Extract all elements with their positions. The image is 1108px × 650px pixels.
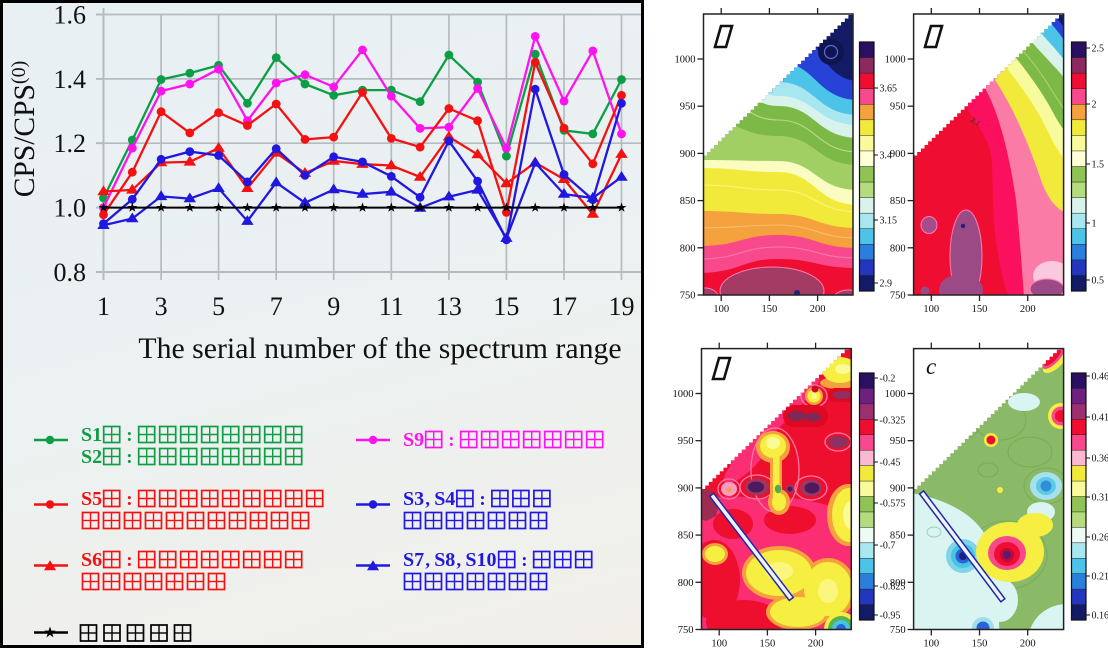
svg-text:2.9: 2.9 xyxy=(880,279,893,290)
svg-text:150: 150 xyxy=(972,304,988,315)
svg-text::: : xyxy=(479,489,485,510)
svg-text:100: 100 xyxy=(923,304,939,315)
svg-text:850: 850 xyxy=(890,196,906,207)
svg-text:0.16: 0.16 xyxy=(1092,611,1108,622)
svg-text:0.21: 0.21 xyxy=(1092,572,1108,583)
svg-text:S6: S6 xyxy=(81,549,102,571)
svg-text:c: c xyxy=(926,354,936,379)
svg-text:1000: 1000 xyxy=(885,55,906,66)
svg-text:0.8: 0.8 xyxy=(54,258,87,287)
svg-text:850: 850 xyxy=(890,531,906,542)
svg-text:750: 750 xyxy=(680,291,696,302)
svg-text:150: 150 xyxy=(972,639,988,650)
svg-text:950: 950 xyxy=(678,436,694,447)
svg-text:200: 200 xyxy=(1020,639,1036,650)
svg-text:1.0: 1.0 xyxy=(54,194,87,223)
svg-text:750: 750 xyxy=(890,625,906,636)
svg-text:,: , xyxy=(425,489,430,510)
svg-text:150: 150 xyxy=(760,639,776,650)
svg-text:13: 13 xyxy=(436,292,462,321)
svg-text:850: 850 xyxy=(678,531,694,542)
svg-text:3.15: 3.15 xyxy=(880,216,898,227)
svg-text:750: 750 xyxy=(678,625,694,636)
svg-text:S7: S7 xyxy=(403,549,424,571)
svg-text:S4: S4 xyxy=(434,488,455,510)
svg-text:11: 11 xyxy=(379,292,404,321)
svg-text:800: 800 xyxy=(680,243,696,254)
svg-text:800: 800 xyxy=(678,578,694,589)
svg-text:17: 17 xyxy=(551,292,577,321)
svg-text:S9: S9 xyxy=(403,429,424,451)
svg-text:-0.2: -0.2 xyxy=(880,374,896,385)
svg-text:800: 800 xyxy=(890,243,906,254)
svg-text:950: 950 xyxy=(890,102,906,113)
svg-text:S5: S5 xyxy=(81,488,102,510)
svg-text:1: 1 xyxy=(1092,219,1097,230)
svg-text:-0.825: -0.825 xyxy=(880,582,906,593)
svg-text:1000: 1000 xyxy=(675,55,696,66)
svg-text::: : xyxy=(448,430,454,451)
svg-text:100: 100 xyxy=(713,304,729,315)
svg-text::: : xyxy=(126,489,132,510)
svg-text:0.36: 0.36 xyxy=(1092,454,1108,465)
svg-text:900: 900 xyxy=(890,483,906,494)
svg-text:3.4: 3.4 xyxy=(880,151,893,162)
svg-text:2.5: 2.5 xyxy=(1092,44,1105,55)
svg-text::: : xyxy=(126,550,132,571)
svg-text:2: 2 xyxy=(1092,100,1097,111)
svg-text:100: 100 xyxy=(923,639,939,650)
svg-text:3.65: 3.65 xyxy=(880,84,898,95)
svg-text::: : xyxy=(126,447,132,468)
svg-text:0.5: 0.5 xyxy=(1092,276,1105,287)
svg-text:0.46: 0.46 xyxy=(1092,372,1108,383)
svg-text:950: 950 xyxy=(680,102,696,113)
svg-text:0.41: 0.41 xyxy=(1092,413,1108,424)
svg-text:900: 900 xyxy=(678,483,694,494)
svg-text:0.26: 0.26 xyxy=(1092,533,1108,544)
svg-text:S3: S3 xyxy=(403,488,424,510)
svg-text:S10: S10 xyxy=(465,549,496,571)
svg-text:850: 850 xyxy=(680,196,696,207)
svg-text:-0.575: -0.575 xyxy=(880,499,906,510)
svg-text::: : xyxy=(126,425,132,446)
svg-text:800: 800 xyxy=(890,578,906,589)
svg-text:CPS/CPS(0): CPS/CPS(0) xyxy=(8,61,41,198)
svg-text:15: 15 xyxy=(493,292,519,321)
svg-text:-0.325: -0.325 xyxy=(880,416,906,427)
svg-text:,: , xyxy=(425,550,430,571)
svg-text:,: , xyxy=(456,550,461,571)
svg-text:-0.95: -0.95 xyxy=(880,611,901,622)
svg-text:19: 19 xyxy=(609,292,635,321)
svg-text:S2: S2 xyxy=(81,446,102,468)
svg-text:-0.7: -0.7 xyxy=(880,541,896,552)
svg-text::: : xyxy=(521,550,527,571)
svg-text:750: 750 xyxy=(890,291,906,302)
svg-text:900: 900 xyxy=(890,149,906,160)
svg-text:1.5: 1.5 xyxy=(1092,160,1105,171)
svg-text:200: 200 xyxy=(808,639,824,650)
svg-text:1000: 1000 xyxy=(673,389,694,400)
svg-text:7: 7 xyxy=(270,292,283,321)
svg-text:-0.45: -0.45 xyxy=(880,458,901,469)
svg-text:100: 100 xyxy=(711,639,727,650)
svg-text:900: 900 xyxy=(680,149,696,160)
svg-text:1000: 1000 xyxy=(885,389,906,400)
svg-text:0.31: 0.31 xyxy=(1092,493,1108,504)
svg-text:1.2: 1.2 xyxy=(54,129,87,158)
svg-text:9: 9 xyxy=(327,292,340,321)
svg-text:3: 3 xyxy=(155,292,168,321)
svg-text:S1: S1 xyxy=(81,424,102,446)
svg-text:950: 950 xyxy=(890,436,906,447)
svg-text:1.6: 1.6 xyxy=(54,1,87,30)
svg-text:200: 200 xyxy=(1020,304,1036,315)
svg-text:1: 1 xyxy=(97,292,110,321)
svg-text:The serial number of the spect: The serial number of the spectrum range xyxy=(138,332,621,365)
svg-text:5: 5 xyxy=(212,292,225,321)
svg-text:S8: S8 xyxy=(434,549,455,571)
svg-text:200: 200 xyxy=(810,304,826,315)
svg-text:1.4: 1.4 xyxy=(54,65,87,94)
svg-text:150: 150 xyxy=(762,304,778,315)
